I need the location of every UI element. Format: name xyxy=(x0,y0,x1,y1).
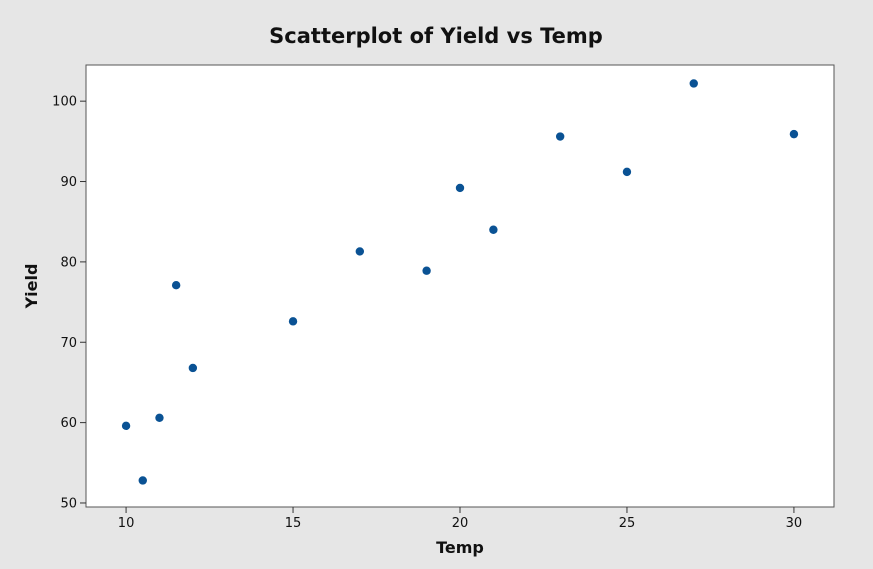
x-axis-ticks: 10 15 20 25 30 xyxy=(118,507,802,531)
y-tick-label: 90 xyxy=(60,175,77,190)
data-point xyxy=(188,363,198,373)
data-point xyxy=(155,413,164,422)
x-axis-label: Temp xyxy=(436,538,484,557)
x-tick-label: 15 xyxy=(285,516,302,531)
data-point xyxy=(455,183,465,193)
x-tick-label: 25 xyxy=(619,516,636,531)
data-point xyxy=(789,129,799,139)
data-point xyxy=(622,167,632,177)
data-point xyxy=(355,247,365,256)
x-tick-label: 30 xyxy=(786,516,803,531)
y-axis-ticks: 50 60 70 80 90 100 xyxy=(52,95,86,511)
y-tick-label: 80 xyxy=(60,255,77,270)
data-point xyxy=(555,132,565,141)
y-tick-label: 70 xyxy=(60,336,77,351)
y-tick-label: 60 xyxy=(60,416,77,431)
data-point xyxy=(489,225,498,234)
x-tick-label: 10 xyxy=(118,516,135,531)
chart-title: Scatterplot of Yield vs Temp xyxy=(269,24,603,48)
data-point xyxy=(121,421,131,431)
data-point xyxy=(689,79,698,88)
data-point xyxy=(422,266,431,275)
y-tick-label: 50 xyxy=(60,496,77,511)
plot-area xyxy=(85,64,835,508)
data-point xyxy=(171,280,181,290)
data-point xyxy=(138,476,147,485)
data-point xyxy=(288,317,298,326)
y-tick-label: 100 xyxy=(52,95,77,110)
x-tick-label: 20 xyxy=(452,516,469,531)
y-axis-label: Yield xyxy=(22,264,41,310)
data-points xyxy=(121,79,799,485)
